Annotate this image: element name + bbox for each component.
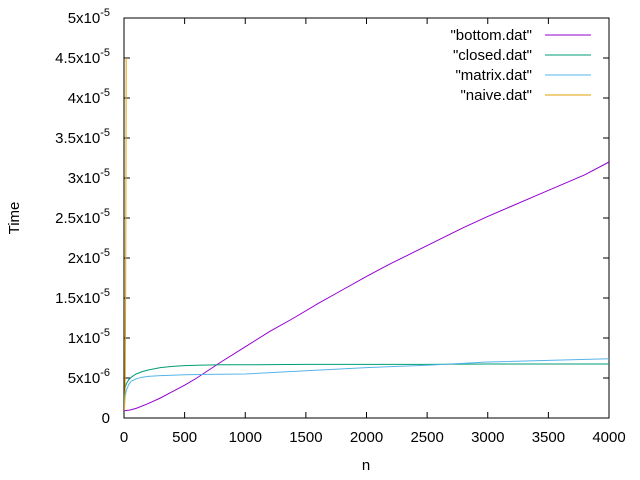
y-tick-label: 5x10-6 bbox=[68, 367, 110, 387]
y-tick-label: 4x10-5 bbox=[68, 87, 110, 107]
legend-label: "naive.dat" bbox=[460, 87, 532, 104]
axis-ticks bbox=[123, 17, 610, 419]
y-tick-label: 3.5x10-5 bbox=[55, 127, 110, 147]
x-axis-title: n bbox=[362, 457, 370, 474]
y-tick-label: 0 bbox=[102, 410, 110, 427]
series-line bbox=[124, 161, 609, 412]
y-tick-label: 1x10-5 bbox=[68, 327, 110, 347]
x-tick-label: 2500 bbox=[410, 429, 443, 446]
plot-frame bbox=[123, 17, 610, 419]
x-tick-label: 1000 bbox=[229, 429, 262, 446]
y-tick-label: 5x10-5 bbox=[68, 7, 110, 27]
series-line bbox=[124, 358, 609, 411]
x-tick-label: 500 bbox=[172, 429, 197, 446]
x-tick-label: 4000 bbox=[592, 429, 625, 446]
y-tick-label: 3x10-5 bbox=[68, 167, 110, 187]
y-tick-labels: 0 5x10-6 1x10-5 1.5x10-5 2x10-5 2.5x10-5 3x10-… bbox=[55, 7, 110, 427]
y-tick-label: 1.5x10-5 bbox=[55, 287, 110, 307]
y-axis-title: Time bbox=[6, 202, 23, 235]
series-line bbox=[124, 57, 127, 411]
x-tick-label: 3500 bbox=[532, 429, 565, 446]
x-tick-label: 1500 bbox=[289, 429, 322, 446]
y-tick-label: 4.5x10-5 bbox=[55, 47, 110, 67]
legend-label: "matrix.dat" bbox=[455, 67, 532, 84]
series-lines bbox=[124, 57, 609, 412]
y-tick-label: 2x10-5 bbox=[68, 247, 110, 267]
series-line bbox=[124, 363, 609, 411]
x-tick-label: 2000 bbox=[350, 429, 383, 446]
x-tick-label: 3000 bbox=[471, 429, 504, 446]
x-tick-label: 0 bbox=[120, 429, 128, 446]
legend-label: "bottom.dat" bbox=[450, 27, 532, 44]
y-tick-label: 2.5x10-5 bbox=[55, 207, 110, 227]
legend-label: "closed.dat" bbox=[453, 47, 532, 64]
x-tick-labels: 0 500 1000 1500 2000 2500 3000 3500 4000 bbox=[120, 429, 626, 446]
legend: "bottom.dat" "closed.dat" "matrix.dat" "nai… bbox=[450, 27, 591, 104]
